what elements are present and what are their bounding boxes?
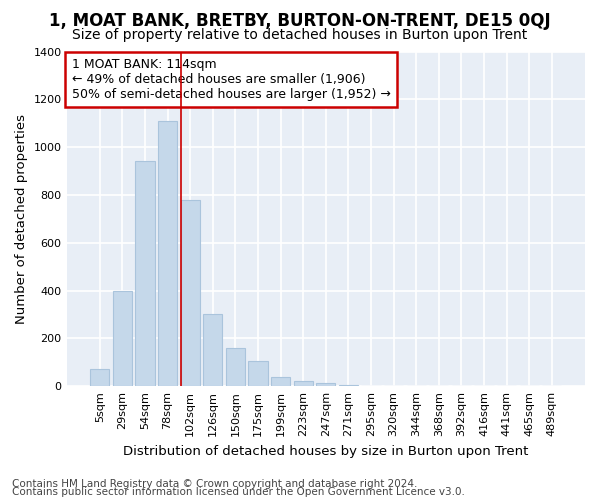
Text: Size of property relative to detached houses in Burton upon Trent: Size of property relative to detached ho… bbox=[73, 28, 527, 42]
X-axis label: Distribution of detached houses by size in Burton upon Trent: Distribution of detached houses by size … bbox=[123, 444, 529, 458]
Bar bbox=[181, 200, 200, 386]
Bar bbox=[226, 348, 245, 386]
Text: 1, MOAT BANK, BRETBY, BURTON-ON-TRENT, DE15 0QJ: 1, MOAT BANK, BRETBY, BURTON-ON-TRENT, D… bbox=[49, 12, 551, 30]
Bar bbox=[248, 361, 268, 386]
Text: 1 MOAT BANK: 114sqm
← 49% of detached houses are smaller (1,906)
50% of semi-det: 1 MOAT BANK: 114sqm ← 49% of detached ho… bbox=[72, 58, 391, 101]
Text: Contains HM Land Registry data © Crown copyright and database right 2024.: Contains HM Land Registry data © Crown c… bbox=[12, 479, 418, 489]
Bar bbox=[293, 382, 313, 386]
Bar bbox=[316, 382, 335, 386]
Bar bbox=[158, 121, 177, 386]
Bar bbox=[136, 162, 155, 386]
Bar bbox=[339, 385, 358, 386]
Y-axis label: Number of detached properties: Number of detached properties bbox=[15, 114, 28, 324]
Bar bbox=[203, 314, 223, 386]
Bar bbox=[90, 370, 109, 386]
Text: Contains public sector information licensed under the Open Government Licence v3: Contains public sector information licen… bbox=[12, 487, 465, 497]
Bar bbox=[271, 377, 290, 386]
Bar bbox=[113, 290, 132, 386]
